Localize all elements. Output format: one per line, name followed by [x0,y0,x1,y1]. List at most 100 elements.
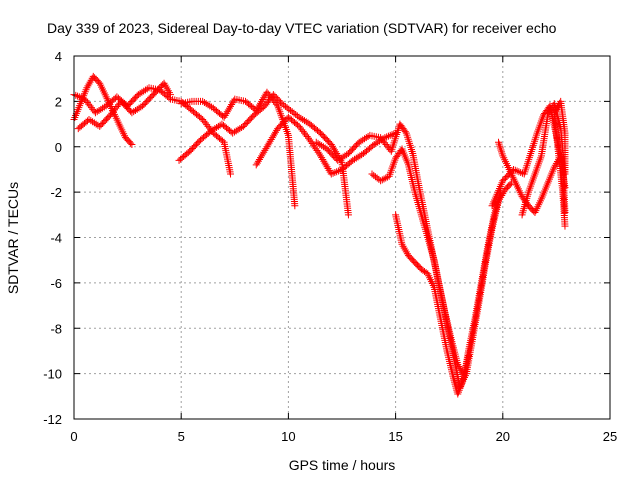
data-point [337,154,345,162]
data-point [314,139,322,147]
data-point [272,100,280,108]
data-point [258,152,266,160]
data-point [272,128,280,136]
data-point [229,99,237,107]
data-point [495,138,503,146]
data-point [90,119,98,127]
data-point [234,126,242,134]
data-point [204,101,212,109]
data-point [95,106,103,114]
x-tick-label: 20 [496,429,510,444]
x-tick-label: 0 [70,429,77,444]
data-point [321,159,329,167]
data-point [327,140,335,148]
y-tick-label: 2 [55,94,62,109]
data-point [496,142,504,150]
data-point [166,91,174,99]
data-point [131,106,139,114]
data-point [370,140,378,148]
data-point [211,125,219,133]
data-point [252,161,260,169]
series-track-6 [252,113,400,178]
data-point [209,126,217,134]
data-point [128,109,136,117]
tick-labels: 0 5 10 15 20 25 -12 -10 -8 -6 -4 -2 0 2 4 [43,49,617,444]
data-point [255,101,263,109]
data-point [561,209,569,217]
y-axis-label: SDTVAR / TECUs [5,182,21,294]
data-point [561,222,569,230]
data-point [384,132,392,140]
data-point [317,152,325,160]
data-point [92,120,100,128]
data-point [308,139,316,147]
data-point [197,114,205,122]
data-point [223,108,231,116]
data-point [227,170,235,178]
data-point [74,92,82,100]
data-point [230,97,238,105]
data-point [334,167,342,175]
data-point [359,136,367,144]
data-point [354,153,362,161]
data-point [352,154,360,162]
series-track-12 [518,97,569,230]
data-point [133,105,141,113]
data-point [259,150,267,158]
data-point [229,129,237,137]
data-point [306,136,314,144]
data-point [374,138,382,146]
data-point [199,97,207,105]
data-point [90,107,98,115]
data-point [265,139,273,147]
series-track-9 [392,211,472,398]
data-point [214,122,222,130]
data-point [224,106,232,114]
data-point [344,211,352,219]
data-point [513,167,521,175]
data-point [135,104,143,112]
data-point [311,143,319,151]
data-point [386,131,394,139]
y-tick-label: 0 [55,140,62,155]
data-point [506,180,514,188]
data-point [495,140,503,148]
data-point [253,159,261,167]
series-track-8 [368,145,515,391]
data-point [361,135,369,143]
y-tick-label: 4 [55,49,62,64]
data-point [254,157,262,165]
data-point [141,86,149,94]
data-point [496,144,504,152]
data-point [401,128,409,136]
data-point [329,169,337,177]
data-point [299,116,307,124]
data-point [77,94,85,102]
data-point [383,133,391,141]
data-point [277,98,285,106]
data-point [200,99,208,107]
data-point [221,111,229,119]
data-point [324,165,332,173]
data-point [497,146,505,154]
data-point [300,117,308,125]
data-point [357,137,365,145]
data-point [271,92,279,100]
data-point [510,165,518,173]
data-point [268,134,276,142]
data-point [258,97,266,105]
data-point [275,97,283,105]
y-tick-label: -4 [50,231,62,246]
data-point [316,140,324,148]
series-track-3 [74,79,174,133]
data-point [356,152,364,160]
data-point [206,102,214,110]
data-point [269,132,277,140]
data-point [143,85,151,93]
data-point [262,145,270,153]
data-point [297,114,305,122]
chart-title: Day 339 of 2023, Sidereal Day-to-day VTE… [47,20,557,36]
data-point [274,95,282,103]
data-point [220,113,228,121]
data-point [319,155,327,163]
